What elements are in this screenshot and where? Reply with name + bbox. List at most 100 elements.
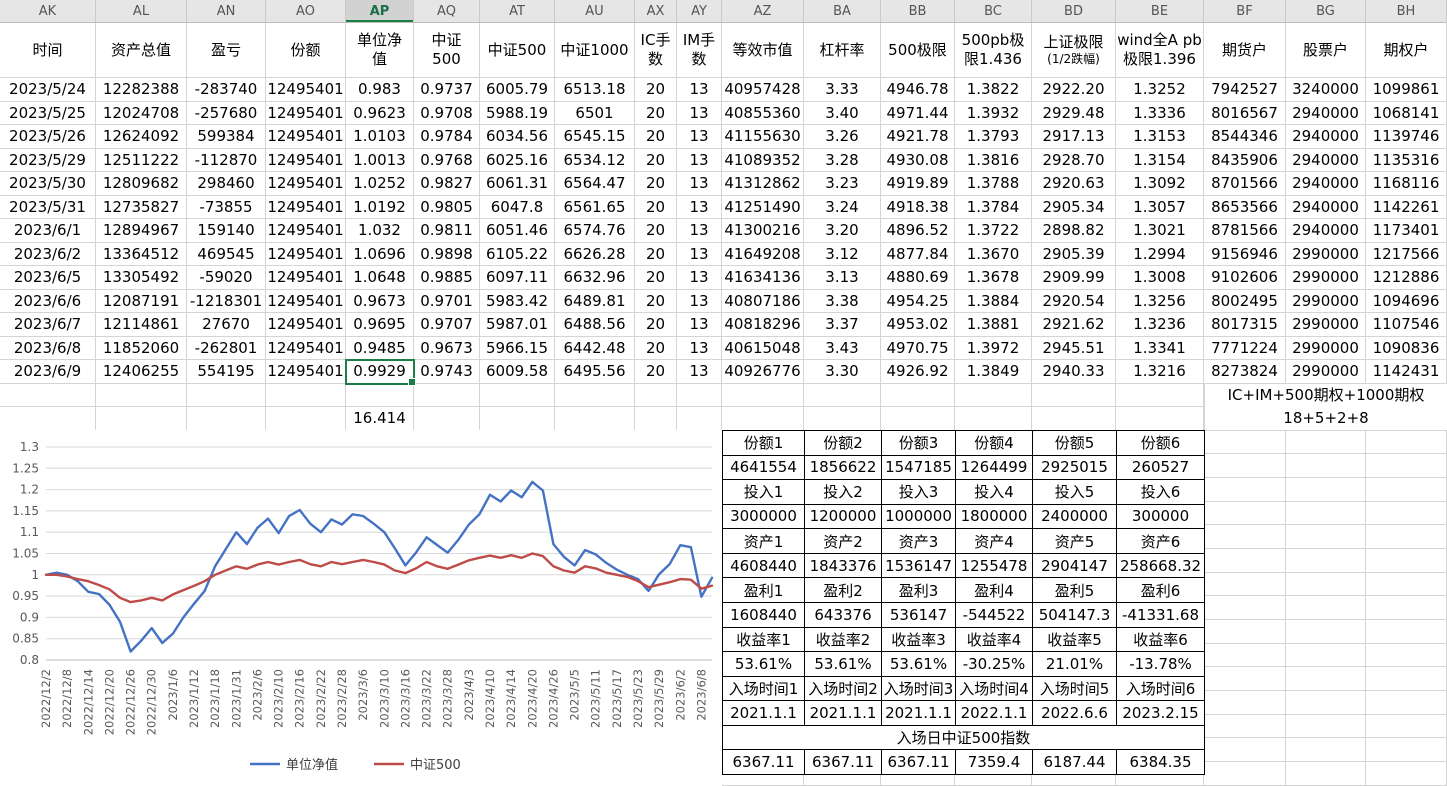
cell-AO-5[interactable]: 12495401 bbox=[266, 172, 346, 196]
header-BH[interactable]: 期权户 bbox=[1366, 23, 1447, 78]
cell-BB-8[interactable]: 4877.84 bbox=[881, 242, 955, 266]
cell-BE-8[interactable]: 1.2994 bbox=[1116, 242, 1204, 266]
summary-cell-r11c4[interactable]: 2022.6.6 bbox=[1033, 701, 1117, 726]
cell-AZ-7[interactable]: 41300216 bbox=[722, 219, 804, 243]
cell-BH-13[interactable]: 1142431 bbox=[1366, 360, 1447, 384]
summary-cell-r11c2[interactable]: 2021.1.1 bbox=[882, 701, 956, 726]
cell-BH-fill[interactable] bbox=[1366, 501, 1447, 526]
summary-cell-r8c5[interactable]: 收益率6 bbox=[1117, 627, 1205, 653]
cell-AX-9[interactable]: 20 bbox=[635, 266, 677, 290]
summary-cell-r10c3[interactable]: 入场时间4 bbox=[956, 676, 1033, 702]
summary-cell-r9c3[interactable]: -30.25% bbox=[956, 652, 1033, 677]
cell-AQ-2[interactable]: 0.9708 bbox=[414, 101, 480, 125]
cell-BF-fill[interactable] bbox=[1204, 643, 1286, 668]
cell-AU-3[interactable]: 6545.15 bbox=[555, 125, 635, 149]
cell-AQ-11[interactable]: 0.9707 bbox=[414, 313, 480, 337]
summary-cell-r4c0[interactable]: 资产1 bbox=[723, 529, 805, 554]
cell-BD-7[interactable]: 2898.82 bbox=[1032, 219, 1116, 243]
header-AK[interactable]: 时间 bbox=[0, 23, 96, 78]
cell-AO-extra[interactable] bbox=[266, 407, 346, 431]
cell-AO-3[interactable]: 12495401 bbox=[266, 125, 346, 149]
cell-BF-12[interactable]: 7771224 bbox=[1204, 336, 1286, 360]
cell-BD-13[interactable]: 2940.33 bbox=[1032, 360, 1116, 384]
cell-AP-5[interactable]: 1.0252 bbox=[346, 172, 414, 196]
column-header-BA[interactable]: BA bbox=[804, 0, 881, 23]
cell-BF-fill[interactable] bbox=[1204, 620, 1286, 644]
cell-AN-12[interactable]: -262801 bbox=[187, 336, 266, 360]
cell-BF-10[interactable]: 8002495 bbox=[1204, 289, 1286, 313]
cell-BH-9[interactable]: 1212886 bbox=[1366, 266, 1447, 290]
summary-cell-r10c1[interactable]: 入场时间2 bbox=[805, 676, 882, 702]
summary-cell-r8c4[interactable]: 收益率5 bbox=[1033, 627, 1117, 653]
cell-AZ-6[interactable]: 41251490 bbox=[722, 195, 804, 219]
cell-AX-8[interactable]: 20 bbox=[635, 242, 677, 266]
summary-cell-r7c3[interactable]: -544522 bbox=[956, 602, 1033, 628]
cell-AQ-9[interactable]: 0.9885 bbox=[414, 266, 480, 290]
summary-cell-r5c0[interactable]: 4608440 bbox=[723, 553, 805, 579]
cell-BF-fill[interactable] bbox=[1204, 691, 1286, 715]
cell-AX-11[interactable]: 20 bbox=[635, 313, 677, 337]
cell-BA-3[interactable]: 3.26 bbox=[804, 125, 881, 149]
cell-AL-6[interactable]: 12735827 bbox=[96, 195, 187, 219]
cell-BB-9[interactable]: 4880.69 bbox=[881, 266, 955, 290]
cell-BH-fill[interactable] bbox=[1366, 525, 1447, 549]
cell-BE-empty[interactable] bbox=[1116, 383, 1204, 407]
cell-AL-5[interactable]: 12809682 bbox=[96, 172, 187, 196]
summary-cell-r0c5[interactable]: 份额6 bbox=[1117, 431, 1205, 456]
cell-AU-13[interactable]: 6495.56 bbox=[555, 360, 635, 384]
summary-cell-r4c2[interactable]: 资产3 bbox=[882, 529, 956, 554]
cell-BG-fill[interactable] bbox=[1286, 667, 1366, 692]
cell-BE-12[interactable]: 1.3341 bbox=[1116, 336, 1204, 360]
summary-cell-r9c4[interactable]: 21.01% bbox=[1033, 652, 1117, 677]
cell-AU-12[interactable]: 6442.48 bbox=[555, 336, 635, 360]
cell-AZ-4[interactable]: 41089352 bbox=[722, 148, 804, 172]
cell-BG-fill[interactable] bbox=[1286, 643, 1366, 668]
cell-AK-12[interactable]: 2023/6/8 bbox=[0, 336, 96, 360]
summary-cell-r7c1[interactable]: 643376 bbox=[805, 602, 882, 628]
summary-cell-r1c2[interactable]: 1547185 bbox=[882, 455, 956, 481]
summary-cell-r6c5[interactable]: 盈利6 bbox=[1117, 578, 1205, 603]
summary-cell-r1c5[interactable]: 260527 bbox=[1117, 455, 1205, 481]
cell-AQ-empty[interactable] bbox=[414, 383, 480, 407]
cell-BD-9[interactable]: 2909.99 bbox=[1032, 266, 1116, 290]
header-BG[interactable]: 股票户 bbox=[1286, 23, 1366, 78]
cell-BG-9[interactable]: 2990000 bbox=[1286, 266, 1366, 290]
cell-AT-7[interactable]: 6051.46 bbox=[480, 219, 555, 243]
cell-BC-4[interactable]: 1.3816 bbox=[955, 148, 1032, 172]
cell-AK-empty[interactable] bbox=[0, 383, 96, 407]
cell-BE-3[interactable]: 1.3153 bbox=[1116, 125, 1204, 149]
column-header-AO[interactable]: AO bbox=[266, 0, 346, 23]
cell-AO-10[interactable]: 12495401 bbox=[266, 289, 346, 313]
cell-BG-fill[interactable] bbox=[1286, 525, 1366, 549]
cell-AL-1[interactable]: 12282388 bbox=[96, 78, 187, 102]
net-value-chart[interactable]: 0.8 0.85 0.9 0.95 1 1.05 1.1 1.15 1.2 1.25 1.3 2022… bbox=[0, 430, 722, 786]
summary-cell-r6c1[interactable]: 盈利2 bbox=[805, 578, 882, 603]
cell-AT-10[interactable]: 5983.42 bbox=[480, 289, 555, 313]
column-header-AX[interactable]: AX bbox=[635, 0, 677, 23]
cell-AO-2[interactable]: 12495401 bbox=[266, 101, 346, 125]
cell-AX-4[interactable]: 20 bbox=[635, 148, 677, 172]
cell-AZ-1[interactable]: 40957428 bbox=[722, 78, 804, 102]
cell-BG-fill[interactable] bbox=[1286, 691, 1366, 715]
summary-cell-r3c5[interactable]: 300000 bbox=[1117, 504, 1205, 530]
cell-AN-4[interactable]: -112870 bbox=[187, 148, 266, 172]
cell-BA-7[interactable]: 3.20 bbox=[804, 219, 881, 243]
cell-BH-fill[interactable] bbox=[1366, 667, 1447, 692]
cell-AQ-3[interactable]: 0.9784 bbox=[414, 125, 480, 149]
cell-AN-2[interactable]: -257680 bbox=[187, 101, 266, 125]
cell-AY-3[interactable]: 13 bbox=[677, 125, 722, 149]
summary-cell-r1c3[interactable]: 1264499 bbox=[956, 455, 1033, 481]
cell-AP-2[interactable]: 0.9623 bbox=[346, 101, 414, 125]
cell-BB-1[interactable]: 4946.78 bbox=[881, 78, 955, 102]
cell-AX-7[interactable]: 20 bbox=[635, 219, 677, 243]
summary-cell-r13c1[interactable]: 6367.11 bbox=[805, 750, 882, 775]
header-AX[interactable]: IC手数 bbox=[635, 23, 677, 78]
header-AL[interactable]: 资产总值 bbox=[96, 23, 187, 78]
summary-cell-r11c1[interactable]: 2021.1.1 bbox=[805, 701, 882, 726]
cell-BE-1[interactable]: 1.3252 bbox=[1116, 78, 1204, 102]
cell-AU-11[interactable]: 6488.56 bbox=[555, 313, 635, 337]
cell-AQ-13[interactable]: 0.9743 bbox=[414, 360, 480, 384]
cell-BA-2[interactable]: 3.40 bbox=[804, 101, 881, 125]
summary-cell-r4c3[interactable]: 资产4 bbox=[956, 529, 1033, 554]
cell-BB-extra[interactable] bbox=[881, 407, 955, 431]
